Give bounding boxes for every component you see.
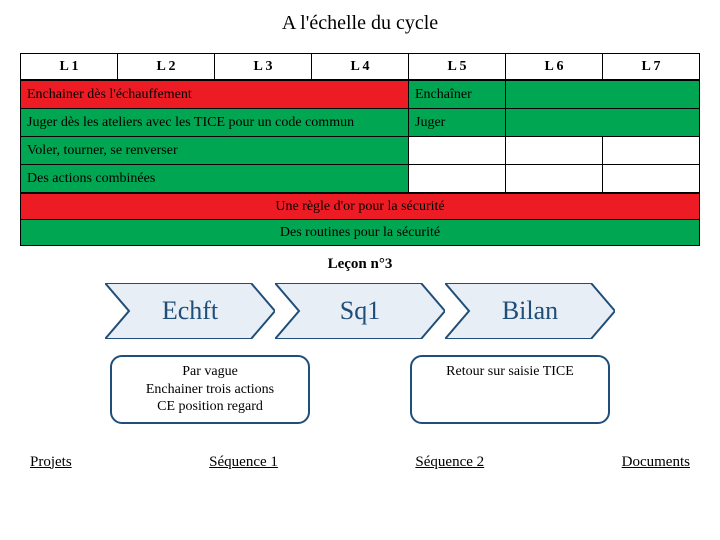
callout-boxes: Par vagueEnchainer trois actionsCE posit… <box>20 355 700 424</box>
row-right-empty <box>409 137 506 165</box>
bottom-links: Projets Séquence 1 Séquence 2 Documents <box>20 454 700 471</box>
header-cell: L 1 <box>21 54 118 80</box>
chevron-step: Sq1 <box>275 283 445 339</box>
split-rows-table: Enchainer dès l'échauffementEnchaînerJug… <box>20 80 700 193</box>
full-row-cell: Des routines pour la sécurité <box>21 220 700 246</box>
bottom-link[interactable]: Séquence 2 <box>415 454 484 471</box>
full-row-cell: Une règle d'or pour la sécurité <box>21 194 700 220</box>
row-left: Enchainer dès l'échauffement <box>21 81 409 109</box>
row-left: Voler, tourner, se renverser <box>21 137 409 165</box>
row-right-fill <box>506 109 700 137</box>
header-cell: L 6 <box>506 54 603 80</box>
full-rows-table: Une règle d'or pour la sécuritéDes routi… <box>20 193 700 246</box>
row-left: Des actions combinées <box>21 165 409 193</box>
lesson-label: Leçon n°3 <box>20 256 700 273</box>
row-right-label: Enchaîner <box>409 81 506 109</box>
header-cell: L 7 <box>603 54 700 80</box>
row-right-empty <box>603 137 700 165</box>
header-table: L 1L 2L 3L 4L 5L 6L 7 <box>20 53 700 80</box>
chevron-label: Sq1 <box>340 296 380 326</box>
page-title: A l'échelle du cycle <box>20 12 700 35</box>
row-right-empty <box>603 165 700 193</box>
chevron-step: Echft <box>105 283 275 339</box>
chevron-row: Echft Sq1 Bilan <box>20 283 700 339</box>
row-right-empty <box>506 137 603 165</box>
chevron-label: Echft <box>162 296 218 326</box>
chevron-label: Bilan <box>502 296 558 326</box>
bottom-link[interactable]: Documents <box>622 454 690 471</box>
row-right-empty <box>506 165 603 193</box>
bottom-link[interactable]: Séquence 1 <box>209 454 278 471</box>
row-left: Juger dès les ateliers avec les TICE pou… <box>21 109 409 137</box>
row-right-empty <box>409 165 506 193</box>
row-right-fill <box>506 81 700 109</box>
callout-box: Retour sur saisie TICE <box>410 355 610 424</box>
header-cell: L 3 <box>215 54 312 80</box>
header-cell: L 4 <box>312 54 409 80</box>
header-cell: L 2 <box>118 54 215 80</box>
row-right-label: Juger <box>409 109 506 137</box>
callout-box: Par vagueEnchainer trois actionsCE posit… <box>110 355 310 424</box>
bottom-link[interactable]: Projets <box>30 454 72 471</box>
chevron-step: Bilan <box>445 283 615 339</box>
header-cell: L 5 <box>409 54 506 80</box>
